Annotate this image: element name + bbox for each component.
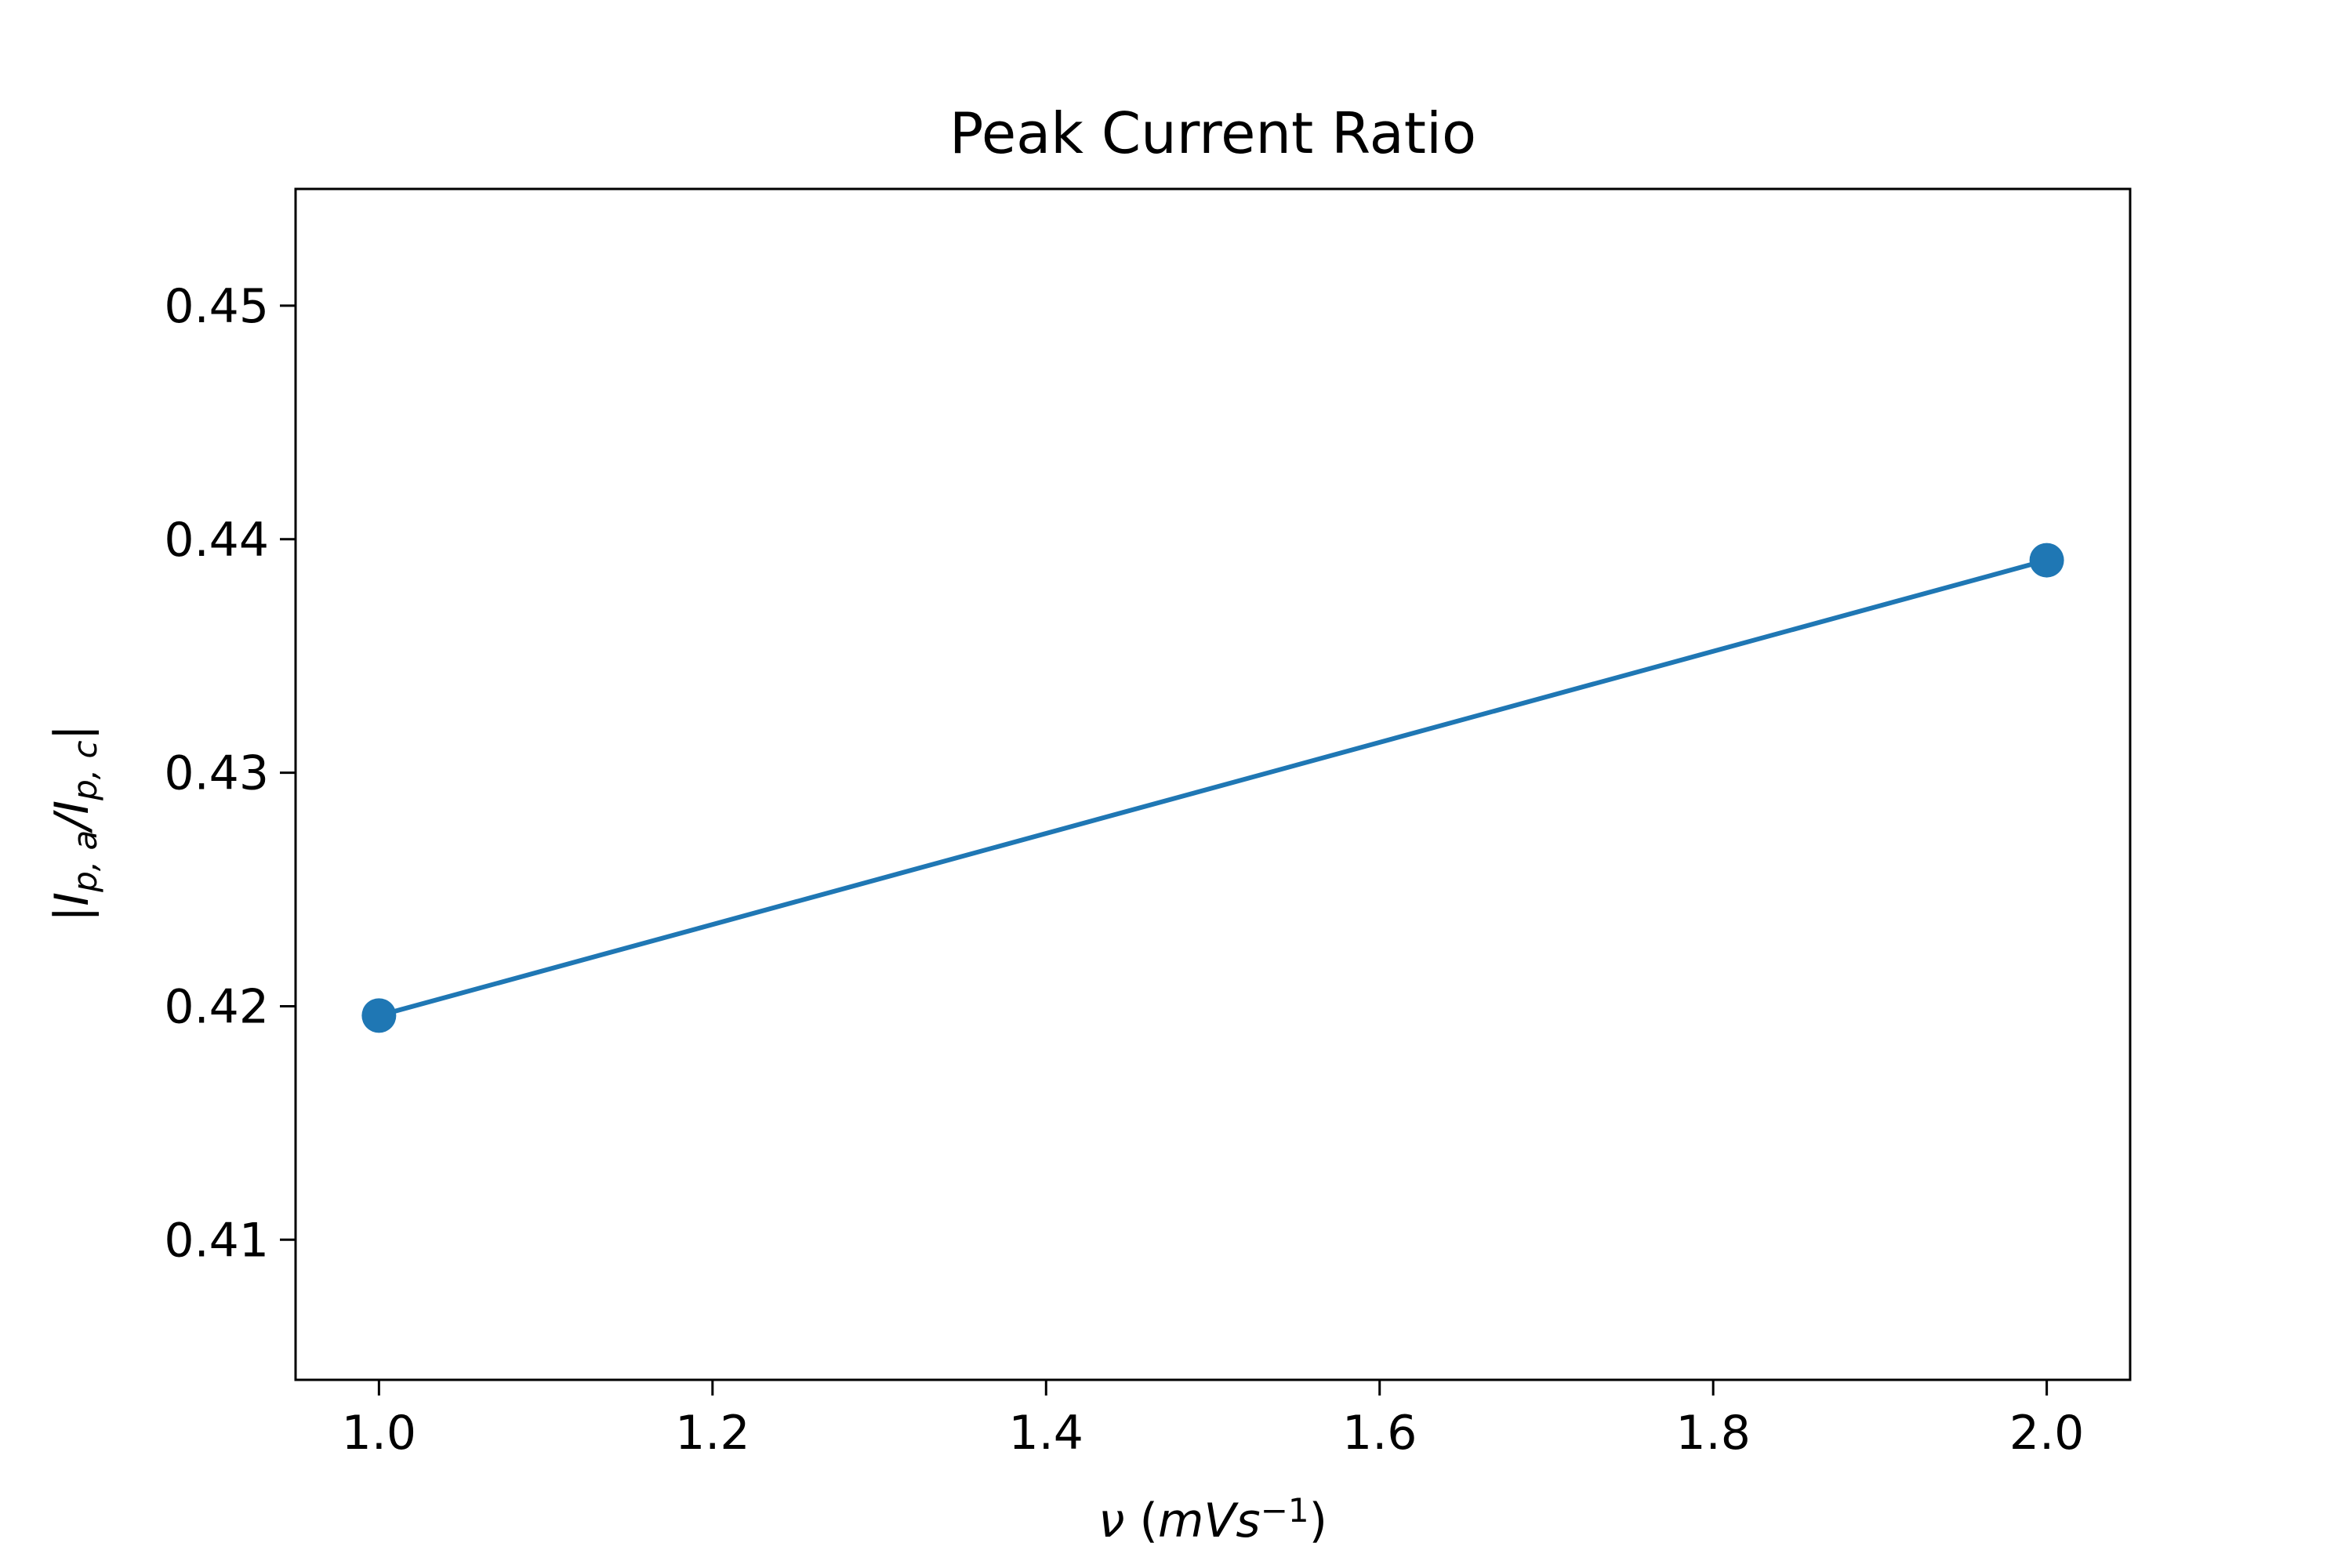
x-axis: 1.0 1.2 1.4 1.6 1.8 2.0 xyxy=(342,1380,2084,1461)
data-point xyxy=(2029,543,2064,578)
x-tick-label: 1.8 xyxy=(1675,1406,1750,1461)
y-tick-label: 0.44 xyxy=(164,513,269,568)
y-axis: 0.41 0.42 0.43 0.44 0.45 xyxy=(164,279,296,1268)
x-axis-label: ν (mVs−1) xyxy=(1098,1491,1327,1548)
x-tick-label: 1.0 xyxy=(342,1406,416,1461)
y-tick-label: 0.45 xyxy=(164,279,269,334)
plot-frame xyxy=(294,187,2132,1381)
x-tick-label: 1.6 xyxy=(1342,1406,1417,1461)
x-tick-label: 2.0 xyxy=(2009,1406,2084,1461)
x-tick-label: 1.4 xyxy=(1009,1406,1083,1461)
data-point xyxy=(361,998,397,1033)
y-tick-label: 0.41 xyxy=(164,1213,269,1268)
y-tick-label: 0.43 xyxy=(164,746,269,801)
y-tick-label: 0.42 xyxy=(164,979,269,1034)
plot-area xyxy=(294,187,2132,1381)
series-layer xyxy=(361,543,2064,1033)
y-axis-label: |Ip, a/Ip, c| xyxy=(45,724,104,922)
x-tick-label: 1.2 xyxy=(675,1406,750,1461)
series-line xyxy=(376,557,2050,1019)
chart-title: Peak Current Ratio xyxy=(949,100,1476,166)
